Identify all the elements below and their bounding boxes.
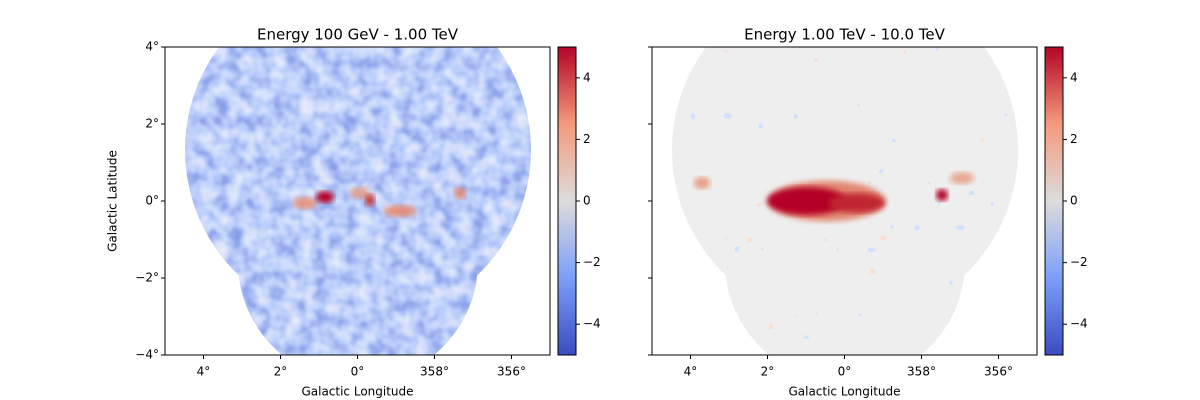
emission <box>936 189 948 201</box>
chart-title: Energy 1.00 TeV - 10.0 TeV <box>744 26 946 44</box>
emission <box>293 197 317 209</box>
emission <box>350 187 370 199</box>
colorbar <box>1044 46 1064 356</box>
colorbar-tick-label: 0 <box>1070 194 1078 208</box>
x-tick-label: 356° <box>497 365 526 379</box>
map-texture <box>185 47 531 355</box>
colorbar-tick-label: −4 <box>583 317 601 331</box>
colorbar-tick-label: −2 <box>1070 255 1088 269</box>
x-tick-label: 356° <box>984 365 1013 379</box>
x-tick-label: 2° <box>274 365 288 379</box>
sky-map <box>185 47 531 355</box>
colorbar-tick-label: 0 <box>583 194 591 208</box>
y-axis-label: Galactic Latitude <box>106 150 120 252</box>
x-axis-label: Galactic Longitude <box>301 385 413 399</box>
colorbar-tick-label: 4 <box>1070 70 1078 84</box>
colorbar-tick-label: 2 <box>583 132 591 146</box>
y-tick-label: −2° <box>135 271 159 285</box>
colorbar-tick-label: −4 <box>1070 317 1088 331</box>
y-tick-label: 0° <box>145 194 159 208</box>
emission <box>454 187 466 199</box>
colorbar-tick-label: 4 <box>583 70 591 84</box>
emission <box>316 191 334 203</box>
y-tick-label: 2° <box>145 117 159 131</box>
x-tick-label: 0° <box>838 365 852 379</box>
x-tick-label: 2° <box>761 365 775 379</box>
emission <box>694 177 710 189</box>
x-tick-label: 358° <box>907 365 936 379</box>
y-tick-label: −4° <box>135 348 159 362</box>
x-tick-label: 0° <box>351 365 365 379</box>
emission <box>384 205 416 217</box>
chart-title: Energy 100 GeV - 1.00 TeV <box>257 26 459 44</box>
map-frame <box>672 47 1018 355</box>
emission <box>950 172 974 184</box>
emission <box>767 187 847 215</box>
sky-map <box>672 47 1018 355</box>
colorbar-tick-label: −2 <box>583 255 601 269</box>
colorbar-tick-label: 2 <box>1070 132 1078 146</box>
map-frame <box>185 47 531 355</box>
x-axis-label: Galactic Longitude <box>788 385 900 399</box>
x-tick-label: 4° <box>197 365 211 379</box>
emission <box>365 194 375 206</box>
x-tick-label: 358° <box>420 365 449 379</box>
colorbar <box>557 46 577 356</box>
y-tick-label: 4° <box>145 40 159 54</box>
emission <box>829 193 885 213</box>
x-tick-label: 4° <box>684 365 698 379</box>
